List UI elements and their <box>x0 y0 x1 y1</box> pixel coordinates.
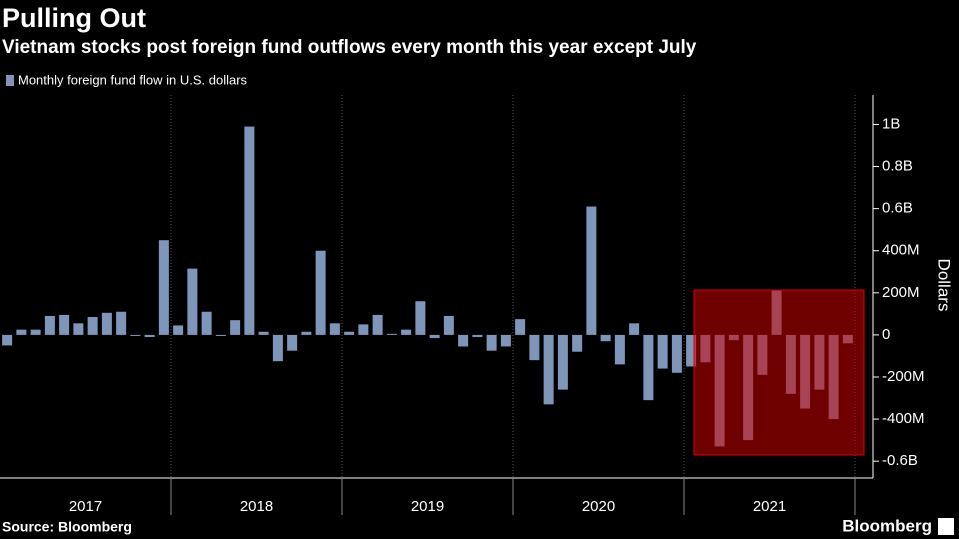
y-tick-label: 400M <box>882 242 920 259</box>
bar <box>173 325 184 335</box>
bar <box>600 334 611 342</box>
bar <box>486 334 497 351</box>
y-tick-label: 1B <box>882 115 900 132</box>
bar <box>671 334 682 373</box>
chart-title: Pulling Out <box>2 3 146 33</box>
bar <box>572 334 583 352</box>
source: Source: Bloomberg <box>2 519 132 535</box>
bar <box>101 312 112 335</box>
y-tick-label: -400M <box>882 410 925 427</box>
x-tick-label: 2018 <box>240 498 273 515</box>
bar <box>543 334 554 405</box>
bar <box>344 331 355 335</box>
bar <box>614 334 625 365</box>
bar <box>215 334 226 336</box>
y-tick-label: -0.6B <box>882 452 918 469</box>
bar <box>301 331 312 335</box>
bar <box>515 319 526 335</box>
bar <box>130 334 141 336</box>
bar <box>187 268 198 335</box>
bar <box>329 323 340 335</box>
legend-swatch <box>6 75 14 86</box>
bar <box>59 314 70 335</box>
bar <box>201 311 212 335</box>
bar <box>629 323 640 335</box>
bar <box>144 334 155 338</box>
bar <box>358 324 369 335</box>
bar <box>87 317 98 335</box>
bar <box>230 320 241 335</box>
bar <box>16 329 27 335</box>
x-tick-label: 2017 <box>69 498 102 515</box>
bar <box>158 240 169 335</box>
bar <box>557 334 568 390</box>
bar <box>2 334 13 346</box>
bar <box>415 301 426 335</box>
y-tick-label: -200M <box>882 368 925 385</box>
bar <box>44 315 55 335</box>
bar <box>401 329 412 335</box>
bar <box>287 334 298 351</box>
brand-icon <box>938 518 954 535</box>
bar <box>116 311 127 335</box>
bar <box>458 334 469 347</box>
chart-subtitle: Vietnam stocks post foreign fund outflow… <box>2 37 697 58</box>
bar <box>315 250 326 335</box>
bar <box>386 333 397 335</box>
legend-label: Monthly foreign fund flow in U.S. dollar… <box>18 72 248 87</box>
y-tick-label: 0 <box>882 326 890 343</box>
y-tick-label: 0.6B <box>882 200 913 217</box>
y-axis-label: Dollars <box>935 259 954 312</box>
bar <box>472 334 483 338</box>
x-tick-label: 2020 <box>582 498 615 515</box>
bar <box>500 334 511 347</box>
brand: Bloomberg <box>842 516 932 535</box>
x-tick-label: 2019 <box>411 498 444 515</box>
y-tick-label: 200M <box>882 284 920 301</box>
bar <box>443 315 454 335</box>
bar <box>586 206 597 335</box>
bar <box>657 334 668 369</box>
bar <box>73 323 84 335</box>
bar <box>372 314 383 335</box>
x-tick-label: 2021 <box>753 498 786 515</box>
bar <box>244 126 255 335</box>
bar <box>643 334 654 401</box>
bar <box>258 331 269 335</box>
bar <box>429 334 440 339</box>
bar <box>272 334 283 362</box>
bar <box>529 334 540 361</box>
highlight-box <box>693 289 865 456</box>
bar <box>686 334 697 367</box>
bar <box>30 329 41 335</box>
y-tick-label: 0.8B <box>882 158 913 175</box>
